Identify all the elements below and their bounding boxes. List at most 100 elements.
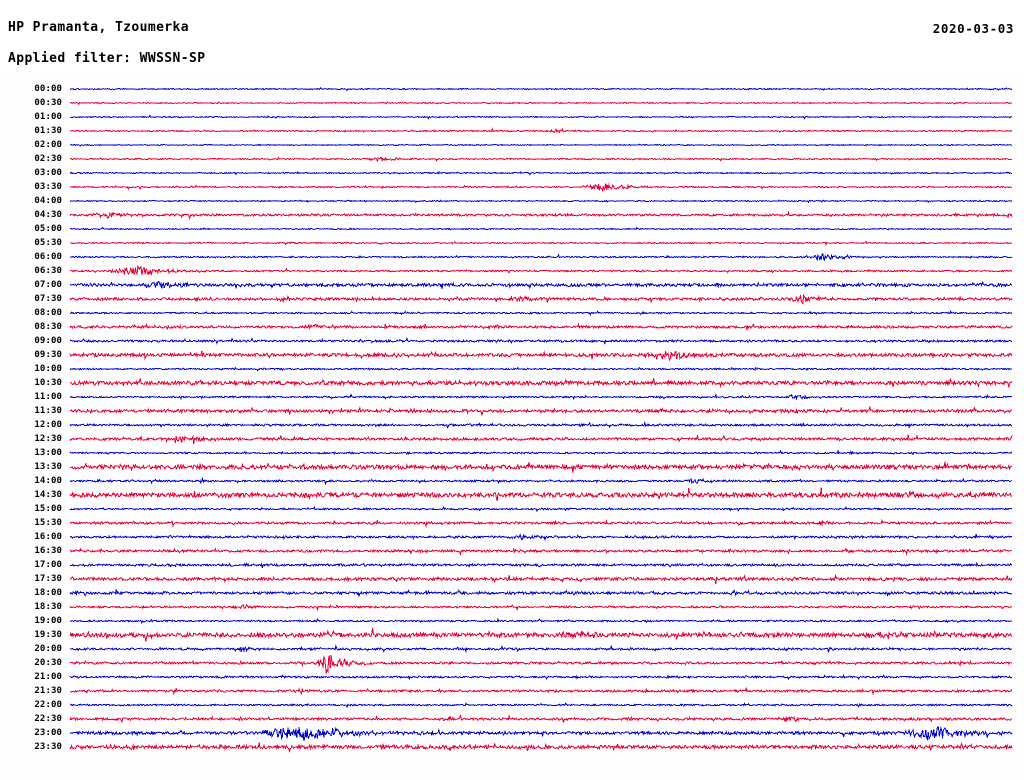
trace-row: 05:00 <box>0 222 1024 236</box>
trace-row-time-label: 16:00 <box>34 532 62 542</box>
trace-row-time-label: 03:30 <box>34 182 62 192</box>
applied-filter-label: Applied filter: WWSSN-SP <box>8 51 206 66</box>
trace-row: 22:30 <box>0 712 1024 726</box>
trace-row-time-label: 13:00 <box>34 448 62 458</box>
trace-row-time-label: 00:00 <box>34 84 62 94</box>
trace-row: 13:00 <box>0 446 1024 460</box>
trace-row: 13:30 <box>0 460 1024 474</box>
trace-row-time-label: 02:30 <box>34 154 62 164</box>
trace-line <box>69 726 1013 742</box>
trace-row: 10:30 <box>0 376 1024 390</box>
trace-row-time-label: 15:00 <box>34 504 62 514</box>
trace-row: 17:00 <box>0 558 1024 572</box>
trace-line <box>69 124 1013 138</box>
trace-row-time-label: 09:00 <box>34 336 62 346</box>
header: HP Pramanta, Tzoumerka 2020-03-03 Applie… <box>0 0 1024 78</box>
trace-line <box>69 194 1013 208</box>
trace-row: 14:00 <box>0 474 1024 488</box>
trace-row-time-label: 04:00 <box>34 196 62 206</box>
trace-row: 05:30 <box>0 236 1024 250</box>
trace-row: 11:30 <box>0 404 1024 418</box>
trace-line <box>69 138 1013 152</box>
trace-line <box>69 404 1013 418</box>
trace-row-time-label: 16:30 <box>34 546 62 556</box>
trace-row: 12:30 <box>0 432 1024 446</box>
trace-row-time-label: 01:30 <box>34 126 62 136</box>
trace-row-time-label: 09:30 <box>34 350 62 360</box>
trace-row: 23:30 <box>0 740 1024 754</box>
trace-row: 16:30 <box>0 544 1024 558</box>
trace-row-time-label: 13:30 <box>34 462 62 472</box>
trace-row-time-label: 05:00 <box>34 224 62 234</box>
trace-row-time-label: 10:00 <box>34 364 62 374</box>
trace-row: 10:00 <box>0 362 1024 376</box>
trace-row-time-label: 18:00 <box>34 588 62 598</box>
trace-row: 23:00 <box>0 726 1024 742</box>
trace-row-time-label: 17:00 <box>34 560 62 570</box>
trace-row-time-label: 06:30 <box>34 266 62 276</box>
trace-row: 08:00 <box>0 306 1024 320</box>
trace-row-time-label: 07:00 <box>34 280 62 290</box>
trace-row-time-label: 00:30 <box>34 98 62 108</box>
trace-row: 19:00 <box>0 614 1024 628</box>
trace-line <box>69 264 1013 278</box>
trace-line <box>69 600 1013 614</box>
trace-row: 06:00 <box>0 250 1024 264</box>
trace-line <box>69 654 1013 674</box>
trace-line <box>69 278 1013 292</box>
trace-row-time-label: 01:00 <box>34 112 62 122</box>
trace-row: 12:00 <box>0 418 1024 432</box>
trace-row-time-label: 19:00 <box>34 616 62 626</box>
trace-line <box>69 516 1013 530</box>
trace-row-time-label: 06:00 <box>34 252 62 262</box>
record-date: 2020-03-03 <box>932 21 1014 36</box>
trace-line <box>69 96 1013 110</box>
trace-line <box>69 446 1013 460</box>
trace-line <box>69 530 1013 544</box>
trace-line <box>69 502 1013 516</box>
trace-line <box>69 390 1013 404</box>
trace-row-time-label: 04:30 <box>34 210 62 220</box>
trace-line <box>69 670 1013 684</box>
trace-line <box>69 614 1013 628</box>
trace-line <box>69 627 1013 642</box>
trace-row-time-label: 05:30 <box>34 238 62 248</box>
trace-row: 21:30 <box>0 684 1024 698</box>
trace-row-time-label: 22:00 <box>34 700 62 710</box>
trace-row: 14:30 <box>0 487 1024 502</box>
trace-line <box>69 250 1013 264</box>
trace-line <box>69 558 1013 572</box>
trace-row-time-label: 21:00 <box>34 672 62 682</box>
trace-row: 01:30 <box>0 124 1024 138</box>
trace-line <box>69 208 1013 222</box>
trace-line <box>69 712 1013 726</box>
trace-row: 09:00 <box>0 334 1024 348</box>
trace-row: 20:00 <box>0 642 1024 656</box>
trace-row: 00:00 <box>0 82 1024 96</box>
trace-row-time-label: 07:30 <box>34 294 62 304</box>
trace-row-time-label: 11:00 <box>34 392 62 402</box>
trace-line <box>69 320 1013 334</box>
trace-line <box>69 432 1013 446</box>
trace-row-time-label: 08:00 <box>34 308 62 318</box>
trace-row: 16:00 <box>0 530 1024 544</box>
trace-row-time-label: 19:30 <box>34 630 62 640</box>
trace-line <box>69 292 1013 306</box>
trace-row-time-label: 23:30 <box>34 742 62 752</box>
trace-line <box>69 82 1013 96</box>
trace-line <box>69 698 1013 712</box>
trace-row-time-label: 08:30 <box>34 322 62 332</box>
trace-row-time-label: 21:30 <box>34 686 62 696</box>
trace-row: 03:00 <box>0 166 1024 180</box>
trace-line <box>69 222 1013 236</box>
trace-line <box>69 642 1013 656</box>
trace-line <box>69 110 1013 124</box>
trace-row: 17:30 <box>0 572 1024 586</box>
trace-line <box>69 236 1013 250</box>
trace-row: 09:30 <box>0 348 1024 362</box>
trace-row-time-label: 18:30 <box>34 602 62 612</box>
trace-row-time-label: 22:30 <box>34 714 62 724</box>
trace-line <box>69 474 1013 488</box>
trace-row: 00:30 <box>0 96 1024 110</box>
